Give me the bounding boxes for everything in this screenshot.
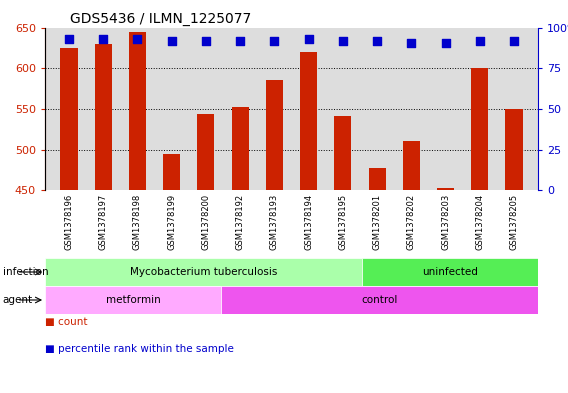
Bar bbox=[335, 116, 352, 190]
Bar bbox=[232, 107, 249, 190]
Point bbox=[202, 38, 211, 44]
Text: ■ percentile rank within the sample: ■ percentile rank within the sample bbox=[45, 344, 234, 354]
Text: GSM1378199: GSM1378199 bbox=[167, 193, 176, 250]
Text: agent: agent bbox=[3, 295, 33, 305]
Point bbox=[64, 36, 73, 42]
Text: GSM1378201: GSM1378201 bbox=[373, 193, 382, 250]
Bar bbox=[221, 286, 538, 314]
Bar bbox=[471, 68, 488, 190]
Point bbox=[373, 38, 382, 44]
Bar bbox=[362, 258, 538, 286]
Point bbox=[339, 38, 348, 44]
Bar bbox=[60, 48, 77, 190]
Text: GSM1378198: GSM1378198 bbox=[133, 193, 142, 250]
Point bbox=[133, 36, 142, 42]
Point bbox=[509, 38, 519, 44]
Point bbox=[304, 36, 313, 42]
Bar bbox=[95, 44, 112, 190]
Text: GSM1378203: GSM1378203 bbox=[441, 193, 450, 250]
Bar bbox=[45, 258, 362, 286]
Bar bbox=[300, 52, 317, 190]
Text: GSM1378200: GSM1378200 bbox=[202, 193, 210, 250]
Text: uninfected: uninfected bbox=[422, 267, 478, 277]
Point bbox=[99, 36, 108, 42]
Text: metformin: metformin bbox=[106, 295, 160, 305]
Point bbox=[236, 38, 245, 44]
Bar bbox=[197, 114, 215, 190]
Bar bbox=[437, 188, 454, 190]
Text: GSM1378202: GSM1378202 bbox=[407, 193, 416, 250]
Bar bbox=[45, 286, 221, 314]
Bar bbox=[163, 154, 180, 190]
Point bbox=[407, 39, 416, 46]
Point bbox=[475, 38, 485, 44]
Text: GSM1378194: GSM1378194 bbox=[304, 193, 313, 250]
Bar bbox=[369, 168, 386, 190]
Bar bbox=[129, 32, 146, 190]
Text: GDS5436 / ILMN_1225077: GDS5436 / ILMN_1225077 bbox=[70, 11, 251, 26]
Bar bbox=[506, 109, 523, 190]
Bar bbox=[403, 141, 420, 190]
Text: GSM1378192: GSM1378192 bbox=[236, 193, 245, 250]
Bar bbox=[266, 80, 283, 190]
Text: GSM1378196: GSM1378196 bbox=[64, 193, 73, 250]
Text: GSM1378204: GSM1378204 bbox=[475, 193, 485, 250]
Text: GSM1378197: GSM1378197 bbox=[99, 193, 108, 250]
Text: GSM1378193: GSM1378193 bbox=[270, 193, 279, 250]
Point bbox=[167, 38, 176, 44]
Text: GSM1378205: GSM1378205 bbox=[509, 193, 519, 250]
Point bbox=[270, 38, 279, 44]
Text: control: control bbox=[361, 295, 398, 305]
Text: infection: infection bbox=[3, 267, 48, 277]
Text: ■ count: ■ count bbox=[45, 317, 87, 327]
Point bbox=[441, 39, 450, 46]
Text: Mycobacterium tuberculosis: Mycobacterium tuberculosis bbox=[130, 267, 277, 277]
Text: GSM1378195: GSM1378195 bbox=[339, 193, 348, 250]
